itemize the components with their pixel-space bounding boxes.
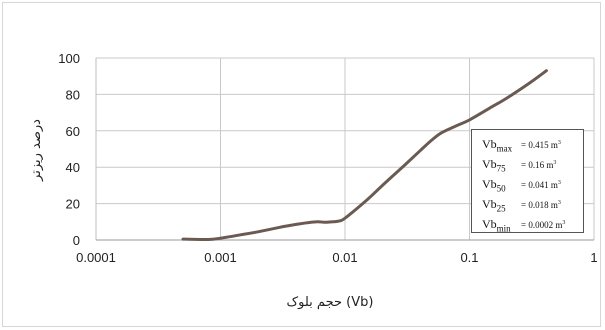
series-line	[181, 69, 548, 242]
x-tick-label: 1	[590, 250, 597, 265]
x-tick-label: 0.001	[204, 250, 237, 265]
series-group	[181, 69, 548, 242]
stat-name: Vb50	[482, 177, 506, 194]
stat-row-min: Vbmin = 0.0002 m3	[482, 214, 566, 233]
y-tick-label: 100	[58, 51, 80, 66]
stat-name: Vbmax	[482, 137, 513, 154]
x-axis-title: حجم بلوک (Vb)	[287, 295, 374, 310]
axes	[95, 58, 594, 241]
y-tick-label: 0	[73, 233, 80, 248]
tick-labels: 0 20 40 60 80 100 0.0001 0.001 0.01 0.1 1	[58, 51, 597, 265]
x-tick-label: 0.1	[460, 250, 478, 265]
stat-name: Vbmin	[482, 217, 511, 234]
stat-value: = 0.0002 m3	[521, 220, 566, 230]
x-tick-label: 0.0001	[76, 250, 116, 265]
stat-row-50: Vb50 = 0.041 m3	[482, 174, 561, 193]
stat-name: Vb75	[482, 157, 506, 174]
x-tick-label: 0.01	[332, 250, 357, 265]
stat-name: Vb25	[482, 197, 506, 214]
y-tick-label: 80	[66, 87, 80, 102]
stat-value: = 0.018 m3	[521, 200, 561, 210]
y-tick-label: 20	[66, 197, 80, 212]
y-tick-label: 60	[66, 124, 80, 139]
stat-row-max: Vbmax = 0.415 m3	[482, 134, 561, 153]
stat-row-75: Vb75 = 0.16 m3	[482, 154, 557, 173]
y-axis-title: درصد ریزتر	[29, 119, 44, 182]
stat-value: = 0.415 m3	[521, 140, 561, 150]
stat-value: = 0.041 m3	[521, 180, 561, 190]
stat-value: = 0.16 m3	[521, 160, 557, 170]
stat-row-25: Vb25 = 0.018 m3	[482, 194, 561, 213]
y-tick-label: 40	[66, 160, 80, 175]
annotation-box: Vbmax = 0.415 m3 Vb75 = 0.16 m3 Vb50 = 0…	[471, 129, 584, 233]
